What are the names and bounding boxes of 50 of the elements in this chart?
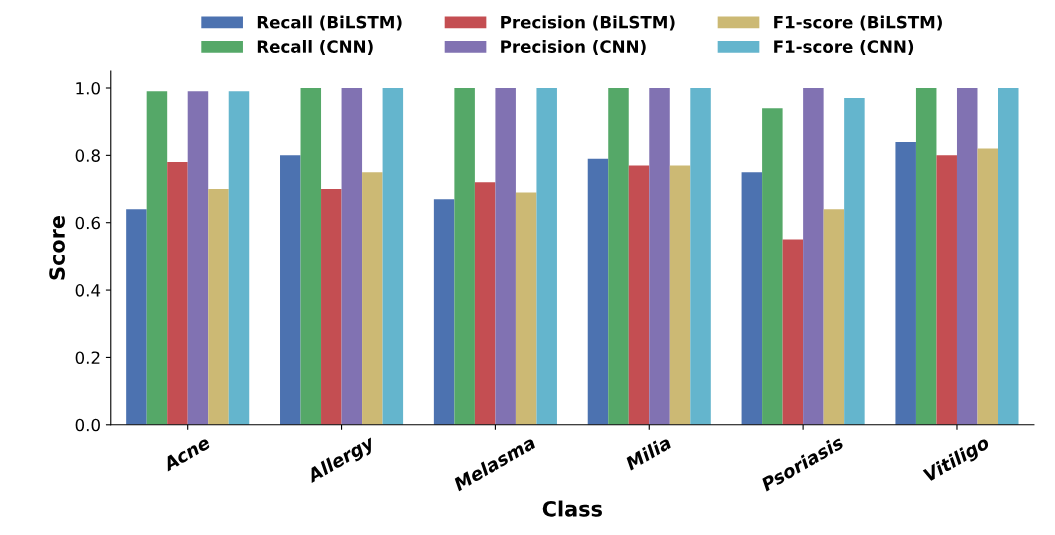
- y-tick-label: 0.4: [75, 284, 101, 297]
- bar: [895, 141, 916, 425]
- bar: [167, 162, 188, 425]
- bar: [608, 87, 629, 425]
- bar: [803, 87, 824, 425]
- bar: [956, 87, 978, 425]
- bar: [362, 172, 383, 425]
- bar: [844, 98, 865, 425]
- bar: [382, 87, 404, 425]
- y-axis-title: Score: [49, 215, 65, 280]
- bar: [341, 87, 363, 425]
- bar: [126, 209, 147, 425]
- bar: [690, 87, 711, 425]
- bar: [321, 189, 342, 425]
- bar: [649, 87, 670, 425]
- bar: [515, 192, 537, 425]
- bar: [208, 189, 229, 425]
- bar: [146, 91, 168, 425]
- bar: [536, 87, 557, 425]
- y-tick-label: 0.6: [75, 216, 100, 230]
- bar: [823, 209, 845, 425]
- bar: [433, 199, 455, 425]
- bar: [977, 148, 998, 425]
- bar: [280, 155, 301, 425]
- legend-label: F1-score (CNN): [774, 40, 914, 55]
- x-axis-title: Class: [542, 500, 602, 517]
- bar: [998, 87, 1019, 425]
- bar: [628, 165, 650, 425]
- bar: [762, 108, 783, 425]
- y-tick-label: 0.0: [75, 418, 100, 432]
- bar: [587, 158, 609, 425]
- bar: [669, 165, 691, 425]
- bar: [454, 87, 475, 425]
- legend-label: F1-score (BiLSTM): [774, 15, 942, 31]
- y-tick-label: 0.8: [75, 149, 100, 162]
- bar: [474, 182, 496, 425]
- bar: [936, 155, 957, 425]
- y-tick-label: 1.0: [76, 81, 100, 95]
- bar: [228, 91, 250, 425]
- legend-label: Precision (BiLSTM): [501, 15, 675, 31]
- bar: [915, 87, 937, 425]
- bar: [495, 87, 516, 425]
- bar: [187, 91, 209, 425]
- legend-label: Recall (BiLSTM): [257, 15, 402, 31]
- bar: [782, 239, 804, 425]
- bar: [741, 172, 763, 425]
- y-tick-label: 0.2: [75, 351, 100, 364]
- legend-label: Precision (CNN): [501, 40, 646, 55]
- bar: [300, 87, 322, 425]
- legend-label: Recall (CNN): [257, 40, 373, 55]
